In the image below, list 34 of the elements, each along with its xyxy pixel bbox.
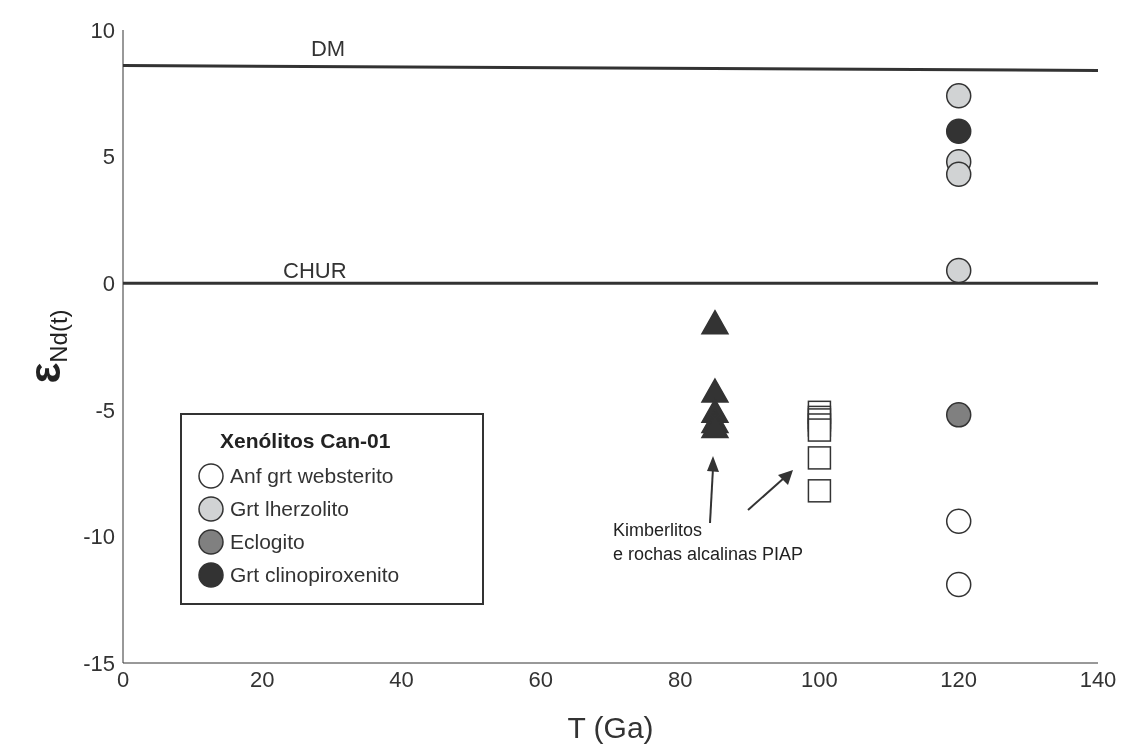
legend-label: Anf grt websterito — [230, 463, 394, 488]
point — [945, 402, 972, 428]
point — [945, 83, 972, 109]
point — [945, 161, 972, 188]
x-tick-label: 100 — [801, 666, 838, 692]
x-tick-label: 140 — [1079, 666, 1117, 692]
x-tick-label: 120 — [940, 666, 978, 692]
point — [701, 309, 729, 335]
ref-line-label: CHUR — [283, 257, 347, 283]
x-tick-label: 60 — [528, 666, 554, 692]
y-tick-label: -10 — [83, 524, 115, 550]
x-tick-label: 40 — [389, 666, 414, 692]
x-tick-label: 20 — [250, 666, 275, 692]
point — [945, 257, 972, 284]
y-tick-label: 10 — [90, 17, 115, 43]
point — [807, 479, 832, 503]
x-tick-label: 80 — [667, 666, 693, 692]
y-tick-label: -5 — [95, 397, 115, 423]
y-tick-label: 5 — [102, 144, 115, 170]
point — [945, 118, 972, 145]
x-axis-title: T (Ga) — [567, 711, 654, 744]
annotation: Kimberlitos e rochas alcalinas PIAP — [613, 519, 804, 566]
legend-title: Xenólitos Can-01 — [220, 429, 392, 453]
point — [945, 571, 972, 598]
legend-label: Grt lherzolito — [230, 496, 350, 521]
series-label: DM — [310, 36, 346, 62]
point — [945, 508, 972, 534]
legend-label: Eclogito — [230, 529, 305, 554]
point — [807, 418, 832, 442]
y-tick-label: 0 — [102, 271, 115, 297]
legend-label: Grt clinopiroxenito — [230, 562, 400, 587]
point — [807, 446, 832, 470]
y-tick-label: -15 — [83, 650, 115, 676]
point — [701, 378, 729, 403]
